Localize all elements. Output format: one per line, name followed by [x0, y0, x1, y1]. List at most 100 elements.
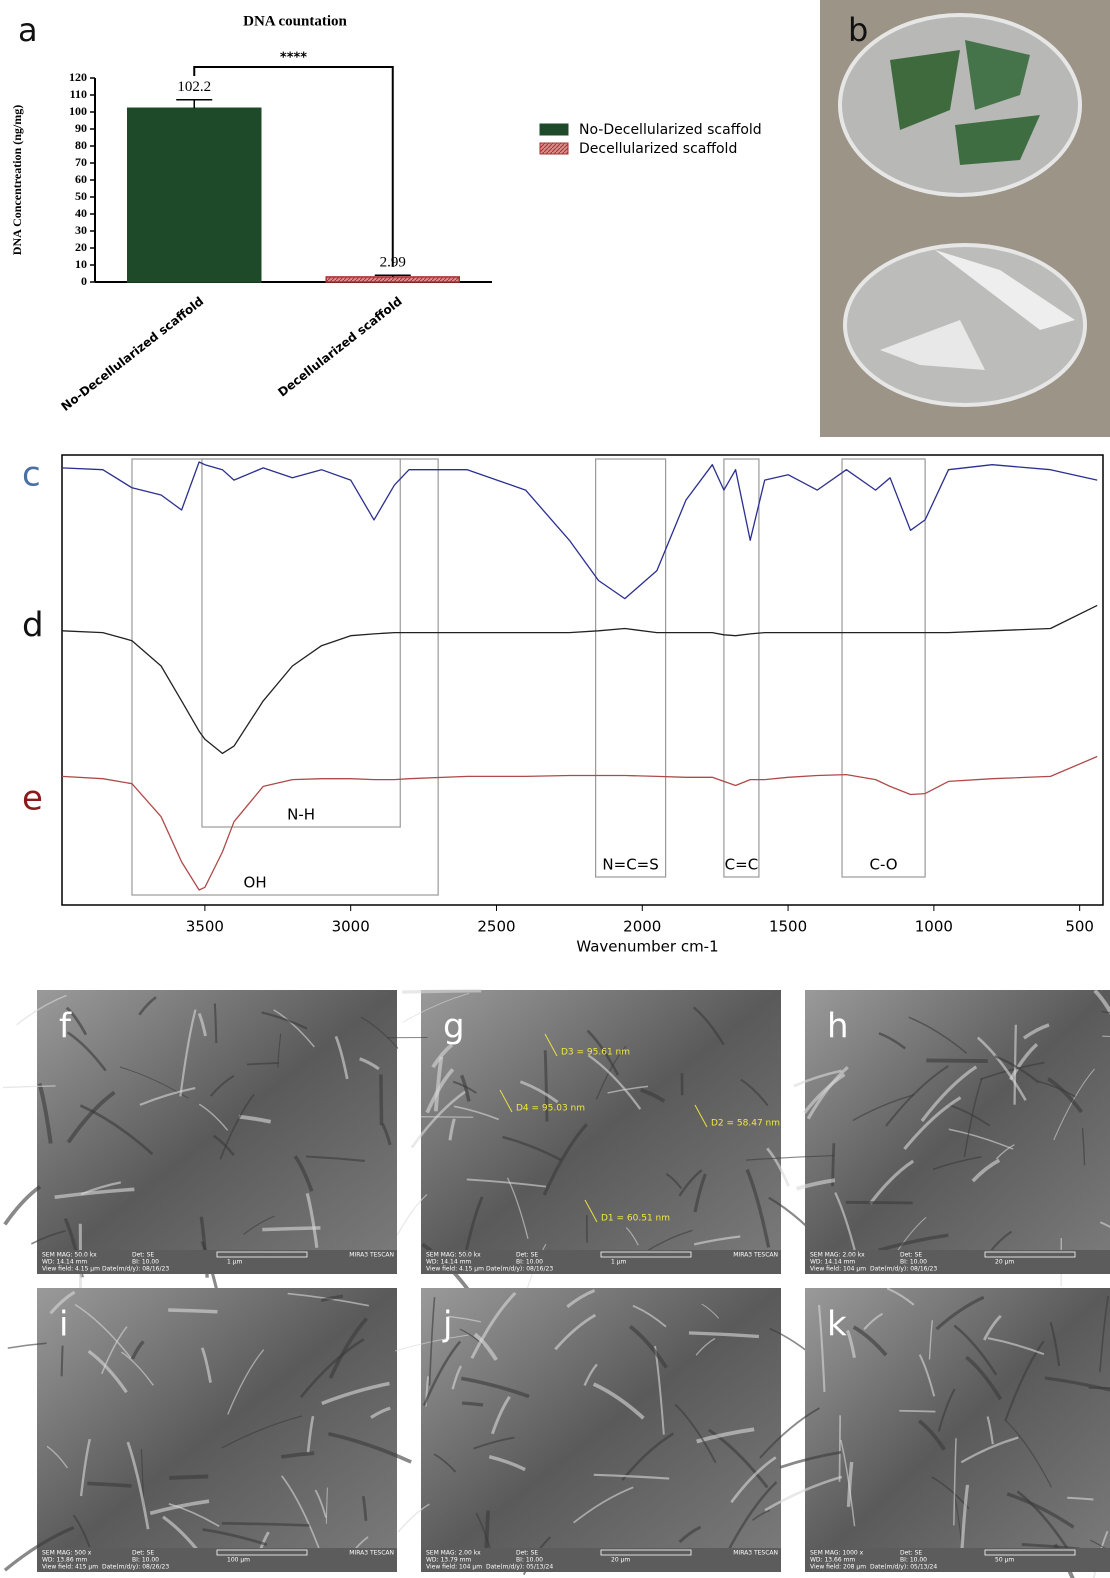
sem-footer-text: View field: 104 μm — [810, 1266, 866, 1273]
sem-footer-text: Det: SE — [900, 1550, 922, 1557]
sem-footer-text: MIRA3 TESCAN — [733, 1252, 778, 1259]
error-bar — [176, 100, 212, 109]
x-tick-label: 2500 — [477, 918, 515, 936]
sem-footer-text: Date(m/d/y): 05/13/24 — [486, 1564, 553, 1571]
sem-footer-text: Date(m/d/y): 08/16/23 — [870, 1266, 937, 1273]
panel-label: b — [848, 11, 868, 49]
legend-swatch — [540, 143, 568, 154]
sem-footer-text: Date(m/d/y): 08/16/23 — [486, 1266, 553, 1273]
sem-texture — [168, 1310, 217, 1312]
y-axis-label: DNA Concentreation (ng/mg) — [10, 105, 24, 255]
sem-texture — [62, 1346, 63, 1377]
figure: b a DNA countation DNA Concentreation (ng/… — [0, 0, 1110, 1578]
panel-label: a — [18, 11, 38, 49]
sem-footer-text: View field: 4.15 μm — [42, 1266, 100, 1273]
y-tick-label: 50 — [75, 189, 87, 203]
sem-footer-text: 50 μm — [995, 1557, 1014, 1564]
sem-footer-text: 1 μm — [611, 1259, 627, 1266]
sem-background — [805, 1288, 1110, 1572]
sem-texture — [926, 1060, 987, 1061]
sem-footer-text: BI: 10.00 — [516, 1557, 543, 1564]
panel-label: f — [59, 1007, 72, 1047]
sem-footer-text: MIRA3 TESCAN — [349, 1252, 394, 1259]
x-tick-label: 3000 — [332, 918, 370, 936]
sem-texture — [5, 1187, 40, 1225]
sem-footer-text: SEM MAG: 1000 x — [810, 1550, 864, 1557]
x-tick-label: 500 — [1065, 918, 1094, 936]
y-tick-label: 20 — [75, 240, 87, 254]
sem-footer-text: BI: 10.00 — [132, 1259, 159, 1266]
y-tick-label: 0 — [81, 274, 87, 288]
y-tick-label: 40 — [75, 206, 87, 220]
band-box — [842, 459, 925, 877]
sem-footer-text: Det: SE — [516, 1550, 538, 1557]
panel-label: k — [827, 1305, 847, 1345]
y-tick-label: 90 — [75, 121, 87, 135]
series-label: c — [22, 455, 41, 495]
x-tick-label: 3500 — [186, 918, 224, 936]
sem-texture — [462, 1403, 483, 1405]
sem-image: SEM MAG: 500 x Det: SE WD: 13.86 mm BI: 10.… — [5, 1288, 411, 1572]
series-label: d — [22, 606, 44, 646]
band-box — [132, 459, 438, 895]
panel-label: j — [442, 1305, 452, 1345]
sem-footer-text: MIRA3 TESCAN — [349, 1550, 394, 1557]
sem-footer-text: SEM MAG: 2.00 kx — [426, 1550, 481, 1557]
significance: **** — [280, 51, 307, 66]
sem-footer-text: SEM MAG: 500 x — [42, 1550, 92, 1557]
sem-texture — [402, 991, 481, 992]
measurement-label: D4 = 95.03 nm — [516, 1104, 585, 1114]
sem-image: SEM MAG: 2.00 kxDet: SEWD: 14.14 mmBI: 1… — [746, 990, 1110, 1286]
sem-footer-text: Date(m/d/y): 05/13/24 — [870, 1564, 937, 1571]
sem-footer-text: BI: 10.00 — [516, 1259, 543, 1266]
sem-footer-text: 100 μm — [227, 1557, 250, 1564]
band-label: N=C=S — [602, 856, 658, 874]
sem-footer-text: 20 μm — [995, 1259, 1014, 1266]
chart-title: DNA countation — [243, 13, 347, 29]
sem-footer-text: WD: 13.86 mm — [42, 1557, 87, 1564]
y-tick-label: 110 — [70, 87, 87, 101]
sem-footer-text: 20 μm — [611, 1557, 630, 1564]
sem-texture — [262, 1228, 320, 1230]
sem-texture — [840, 1415, 841, 1481]
panel-label: h — [827, 1007, 849, 1047]
sem-background — [421, 1288, 781, 1572]
sem-footer-text: 1 μm — [227, 1259, 243, 1266]
sem-footer-text: SEM MAG: 2.00 kx — [810, 1252, 865, 1259]
sem-footer-text: Date(m/d/y): 08/16/23 — [102, 1266, 169, 1273]
sem-image: SEM MAG: 2.00 kx Det: SE WD: 13.79 mm BI: 1… — [395, 1288, 820, 1575]
sem-background — [805, 990, 1110, 1274]
panel-label: g — [443, 1007, 465, 1047]
spectrum-line — [62, 757, 1097, 891]
sem-footer-text: BI: 10.00 — [132, 1557, 159, 1564]
y-tick-label: 30 — [75, 223, 87, 237]
sem-footer-text: Date(m/d/y): 08/26/23 — [102, 1564, 169, 1571]
sem-footer-text: SEM MAG: 50.0 kx — [426, 1252, 481, 1259]
sem-footer-text: MIRA3 TESCAN — [733, 1550, 778, 1557]
sem-footer-text: Det: SE — [132, 1550, 154, 1557]
bar — [128, 108, 261, 282]
band-label: C-O — [870, 856, 898, 874]
band-label: OH — [244, 874, 267, 892]
photo — [820, 0, 1110, 437]
sem-texture — [381, 1074, 382, 1125]
legend-swatch — [540, 124, 568, 135]
x-tick-label: Decellularized scaffold — [275, 294, 404, 399]
sem-footer-text: BI: 10.00 — [900, 1557, 927, 1564]
sem-footer-text: Det: SE — [900, 1252, 922, 1259]
sem-image: SEM MAG: 1000 x Det: SE WD: 13.66 mm BI: 10… — [760, 1288, 1110, 1578]
sem-footer-text: View field: 415 μm — [42, 1564, 98, 1571]
x-tick-label: 1000 — [915, 918, 953, 936]
sem-footer-text: WD: 13.79 mm — [426, 1557, 471, 1564]
band-label: N-H — [287, 806, 315, 824]
x-tick-label: No-Decellularized scaffold — [59, 294, 207, 414]
plot-frame — [62, 455, 1103, 905]
measurement-label: D1 = 60.51 nm — [601, 1214, 670, 1224]
measurement-label: D3 = 95.61 nm — [561, 1048, 630, 1058]
sem-footer-text: WD: 13.66 mm — [810, 1557, 855, 1564]
sem-texture — [421, 1117, 473, 1118]
sem-footer-text: View field: 208 μm — [810, 1564, 866, 1571]
spectrum-line — [62, 462, 1097, 599]
bar — [326, 277, 459, 282]
legend-label: Decellularized scaffold — [579, 141, 737, 157]
